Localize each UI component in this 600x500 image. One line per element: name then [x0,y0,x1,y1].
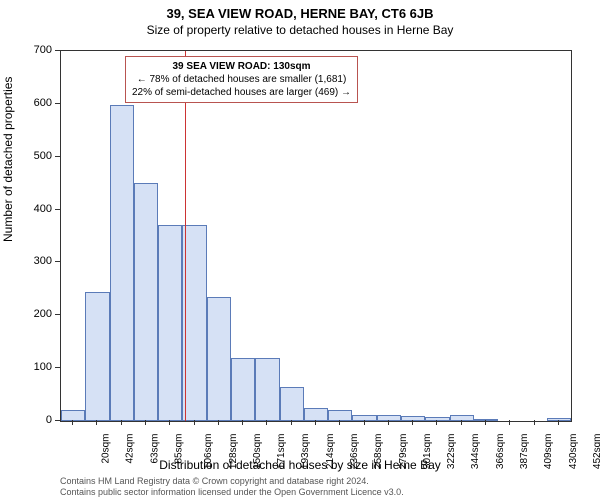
ytick-label: 400 [34,203,52,215]
chart-container: { "title": "39, SEA VIEW ROAD, HERNE BAY… [0,0,600,500]
xtick-label: 279sqm [398,434,409,470]
xtick-mark [194,420,195,425]
xtick-label: 106sqm [203,434,214,470]
xtick-label: 20sqm [101,434,112,464]
xtick-mark [145,420,146,425]
xtick-mark [509,420,510,425]
ytick-mark [55,103,60,104]
xtick-mark [388,420,389,425]
ytick-mark [55,50,60,51]
xtick-label: 322sqm [446,434,457,470]
xtick-label: 301sqm [422,434,433,470]
xtick-label: 409sqm [543,434,554,470]
bar [158,225,182,421]
bar [231,358,255,421]
xtick-label: 258sqm [373,434,384,470]
ytick-label: 0 [46,414,52,426]
xtick-mark [461,420,462,425]
xtick-label: 42sqm [125,434,136,464]
footer-line2: Contains public sector information licen… [60,487,404,498]
xtick-label: 344sqm [471,434,482,470]
xtick-label: 214sqm [325,434,336,470]
ytick-label: 700 [34,44,52,56]
xtick-mark [169,420,170,425]
xtick-label: 63sqm [149,434,160,464]
ytick-label: 300 [34,255,52,267]
xtick-label: 150sqm [252,434,263,470]
xtick-mark [339,420,340,425]
xtick-label: 171sqm [276,434,287,470]
footer-line1: Contains HM Land Registry data © Crown c… [60,476,404,487]
ytick-mark [55,261,60,262]
xtick-label: 452sqm [592,434,600,470]
bar [255,358,279,421]
bar [547,418,571,421]
ytick-mark [55,209,60,210]
xtick-mark [315,420,316,425]
bar [425,417,449,421]
y-axis-label: Number of detached properties [1,77,15,242]
xtick-mark [412,420,413,425]
callout-line2: 22% of semi-detached houses are larger (… [132,86,351,99]
ytick-mark [55,156,60,157]
footer: Contains HM Land Registry data © Crown c… [60,476,404,498]
xtick-label: 85sqm [174,434,185,464]
bar [328,410,352,421]
ytick-label: 200 [34,308,52,320]
xtick-mark [242,420,243,425]
bar [377,415,401,421]
bar [134,183,158,421]
xtick-mark [364,420,365,425]
bar [450,415,474,421]
bar [352,415,376,421]
bar [61,410,85,421]
xtick-mark [96,420,97,425]
reference-line [185,51,187,421]
ytick-label: 500 [34,150,52,162]
ytick-mark [55,420,60,421]
bar [401,416,425,421]
xtick-mark [291,420,292,425]
chart-subtitle: Size of property relative to detached ho… [0,21,600,37]
chart-title: 39, SEA VIEW ROAD, HERNE BAY, CT6 6JB [0,0,600,21]
plot-area [60,50,572,422]
xtick-label: 387sqm [519,434,530,470]
xtick-label: 236sqm [349,434,360,470]
xtick-mark [218,420,219,425]
ytick-mark [55,367,60,368]
xtick-mark [121,420,122,425]
xtick-mark [534,420,535,425]
xtick-mark [266,420,267,425]
bar [110,105,134,421]
ytick-mark [55,314,60,315]
bar [85,292,109,422]
callout-line1: ← 78% of detached houses are smaller (1,… [132,73,351,86]
ytick-label: 100 [34,361,52,373]
xtick-label: 430sqm [568,434,579,470]
bar [280,387,304,421]
callout-box: 39 SEA VIEW ROAD: 130sqm ← 78% of detach… [125,56,358,103]
xtick-label: 193sqm [301,434,312,470]
ytick-label: 600 [34,97,52,109]
xtick-mark [558,420,559,425]
xtick-label: 366sqm [495,434,506,470]
bar [207,297,231,421]
xtick-mark [436,420,437,425]
xtick-mark [72,420,73,425]
xtick-mark [485,420,486,425]
callout-title: 39 SEA VIEW ROAD: 130sqm [132,60,351,73]
xtick-label: 128sqm [228,434,239,470]
